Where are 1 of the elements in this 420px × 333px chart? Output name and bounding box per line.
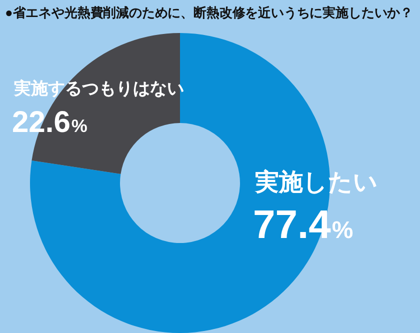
title: ●省エネや光熱費削減のために、断熱改修を近いうちに実施したいか？ <box>5 5 416 20</box>
